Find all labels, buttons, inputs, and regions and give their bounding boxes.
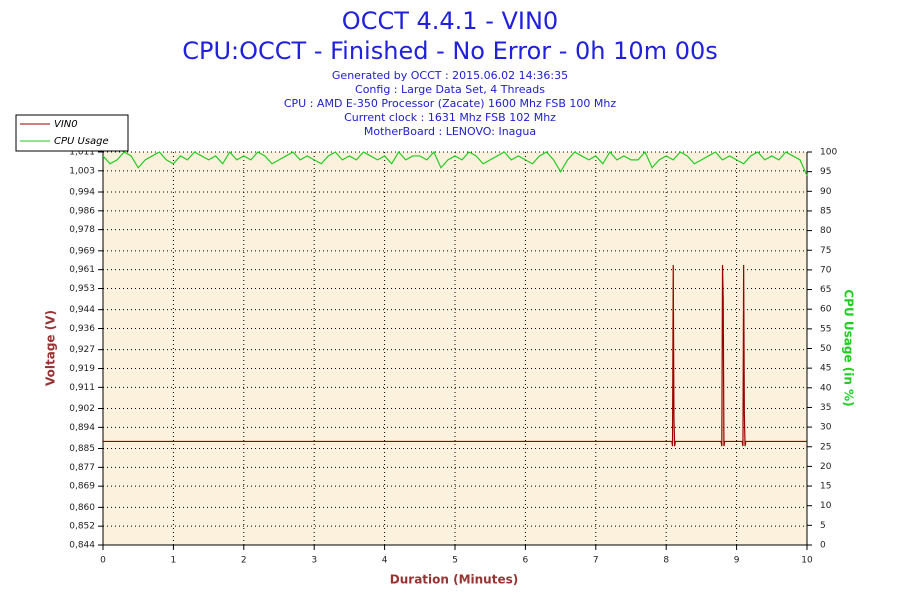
y-tick-label: 0,919 — [69, 364, 95, 374]
x-tick-label: 0 — [100, 556, 106, 566]
y-axis-label: Voltage (V) — [44, 310, 58, 386]
y2-tick-label: 35 — [820, 403, 831, 413]
x-tick-label: 9 — [734, 556, 740, 566]
y2-axis-label: CPU Usage (in %) — [842, 289, 856, 406]
chart-title: OCCT 4.4.1 - VIN0 — [342, 7, 558, 35]
x-axis-label: Duration (Minutes) — [390, 573, 518, 587]
x-tick-label: 5 — [452, 556, 458, 566]
y-tick-label: 0,911 — [69, 383, 95, 393]
x-tick-label: 8 — [663, 556, 669, 566]
y2-tick-label: 95 — [820, 167, 831, 177]
y-tick-label: 0,902 — [69, 404, 95, 414]
legend-label: VIN0 — [54, 119, 78, 130]
info-line: Config : Large Data Set, 4 Threads — [355, 83, 545, 96]
y-tick-label: 0,852 — [69, 522, 95, 532]
y-tick-label: 0,860 — [69, 503, 95, 513]
y2-tick-label: 40 — [820, 383, 832, 393]
y2-tick-label: 65 — [820, 285, 831, 295]
y2-tick-label: 5 — [820, 521, 826, 531]
chart-subtitle: CPU:OCCT - Finished - No Error - 0h 10m … — [182, 37, 718, 65]
y2-tick-label: 0 — [820, 541, 826, 551]
legend-label: CPU Usage — [54, 136, 109, 147]
y-tick-label: 0,969 — [69, 246, 95, 256]
info-line: Current clock : 1631 Mhz FSB 102 Mhz — [344, 111, 556, 124]
y-tick-label: 0,944 — [69, 305, 95, 315]
y2-tick-label: 90 — [820, 187, 832, 197]
y-tick-label: 0,844 — [69, 541, 95, 551]
series-line — [102, 150, 808, 176]
y-tick-label: 0,869 — [69, 482, 95, 492]
y2-tick-label: 70 — [820, 265, 832, 275]
y-tick-label: 0,927 — [69, 345, 95, 355]
y2-tick-label: 30 — [820, 423, 832, 433]
info-line: MotherBoard : LENOVO: Inagua — [364, 125, 536, 138]
y-tick-label: 0,953 — [69, 284, 95, 294]
x-tick-label: 2 — [241, 556, 247, 566]
y2-tick-label: 15 — [820, 482, 831, 492]
legend-box — [15, 114, 129, 152]
x-tick-label: 4 — [382, 556, 388, 566]
y2-tick-label: 100 — [820, 148, 837, 158]
y2-tick-label: 25 — [820, 442, 831, 452]
y2-tick-label: 85 — [820, 206, 831, 216]
x-tick-label: 6 — [523, 556, 529, 566]
y-tick-label: 0,978 — [69, 225, 95, 235]
y-tick-label: 0,877 — [69, 463, 95, 473]
x-tick-label: 1 — [171, 556, 177, 566]
x-tick-label: 3 — [311, 556, 317, 566]
y2-tick-label: 50 — [820, 344, 832, 354]
y-tick-label: 0,885 — [69, 444, 95, 454]
y2-tick-label: 45 — [820, 364, 831, 374]
y-tick-label: 0,986 — [69, 206, 95, 216]
y-tick-label: 0,961 — [69, 265, 95, 275]
info-line: CPU : AMD E-350 Processor (Zacate) 1600 … — [284, 97, 616, 110]
x-tick-label: 7 — [593, 556, 599, 566]
y2-tick-label: 75 — [820, 246, 831, 256]
y-tick-label: 1,003 — [69, 166, 95, 176]
y2-tick-label: 55 — [820, 324, 831, 334]
y-tick-label: 0,994 — [69, 188, 95, 198]
y2-tick-label: 80 — [820, 226, 832, 236]
y-tick-label: 0,936 — [69, 324, 95, 334]
series-line — [103, 264, 807, 447]
x-tick-label: 10 — [801, 556, 813, 566]
info-line: Generated by OCCT : 2015.06.02 14:36:35 — [332, 69, 568, 82]
y2-tick-label: 20 — [820, 462, 832, 472]
y-tick-label: 0,894 — [69, 423, 95, 433]
y2-tick-label: 60 — [820, 305, 832, 315]
y2-tick-label: 10 — [820, 501, 832, 511]
y-tick-label: 1,011 — [69, 148, 95, 158]
